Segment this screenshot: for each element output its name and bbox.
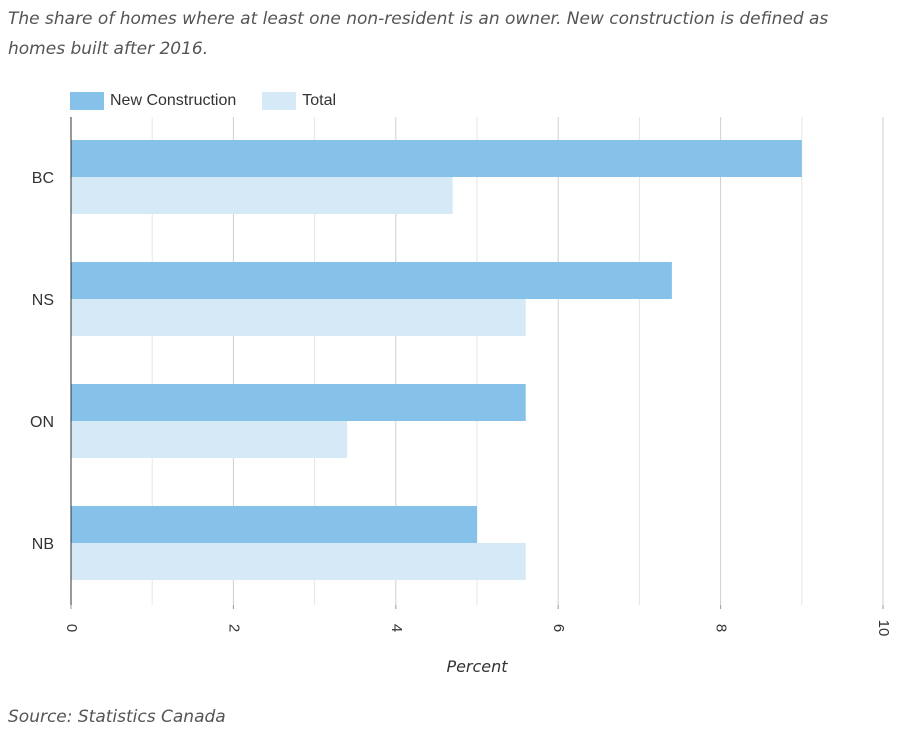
bar-ns-total xyxy=(71,299,526,336)
bar-chart: BC NS ON NB 0 2 4 6 8 10 Percent xyxy=(30,117,892,676)
bar-nb-total xyxy=(71,543,526,580)
chart-subtitle: The share of homes where at least one no… xyxy=(8,9,829,59)
legend-item-total[interactable]: Total xyxy=(262,92,336,110)
x-axis-title: Percent xyxy=(446,657,508,676)
x-tick-label-6: 6 xyxy=(550,624,567,632)
y-tick-label-nb: NB xyxy=(32,536,54,553)
legend-label-total: Total xyxy=(302,92,337,109)
chart-source: Source: Statistics Canada xyxy=(8,707,226,727)
bar-ns-new-construction xyxy=(71,262,672,299)
legend-swatch-new-construction xyxy=(70,92,104,110)
bar-on-new-construction xyxy=(71,384,526,421)
bar-on-total xyxy=(71,421,348,458)
legend-swatch-total xyxy=(262,92,297,110)
x-tick-label-8: 8 xyxy=(713,624,730,632)
y-tick-label-on: ON xyxy=(30,414,54,431)
bar-bc-new-construction xyxy=(71,140,802,177)
legend-item-new-construction[interactable]: New Construction xyxy=(70,92,236,110)
chart-legend: New Construction Total xyxy=(70,90,362,112)
legend-label-new-construction: New Construction xyxy=(110,92,237,109)
y-tick-label-bc: BC xyxy=(32,170,54,187)
x-tick-label-0: 0 xyxy=(63,624,80,632)
bar-nb-new-construction xyxy=(71,506,477,543)
x-tick-label-10: 10 xyxy=(875,620,892,637)
x-tick-label-2: 2 xyxy=(225,624,242,632)
bar-bc-total xyxy=(71,177,453,214)
y-tick-label-ns: NS xyxy=(32,292,54,309)
x-tick-label-4: 4 xyxy=(388,624,405,632)
